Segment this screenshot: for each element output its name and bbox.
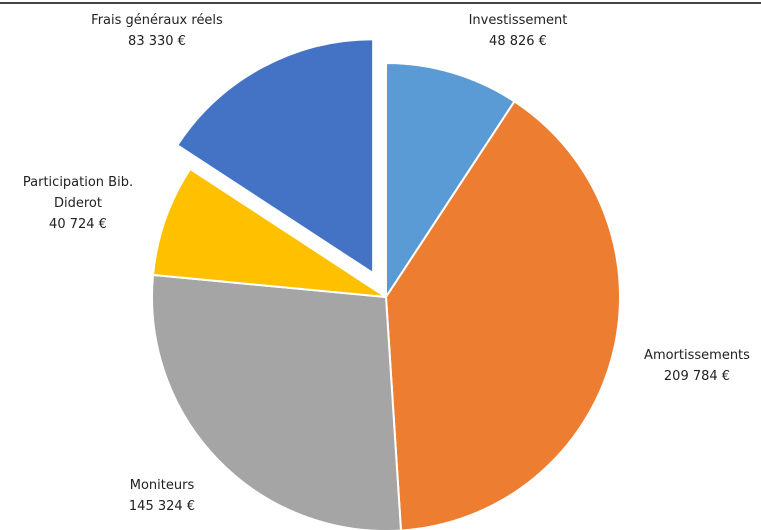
data-label: Moniteurs 145 324 € (82, 475, 242, 517)
label-value: 209 784 € (663, 369, 731, 384)
data-label: Frais généraux réels 83 330 € (67, 10, 247, 52)
label-category: Moniteurs (129, 478, 195, 493)
pie-slice (175, 38, 375, 276)
label-value: 40 724 € (49, 217, 107, 232)
pie-slice (384, 100, 621, 530)
label-value: 48 826 € (489, 34, 547, 49)
label-value: 145 324 € (128, 499, 196, 514)
label-category: Participation Bib. Diderot (22, 175, 134, 211)
pie-slice (151, 273, 402, 530)
label-category: Investissement (468, 13, 568, 28)
label-value: 83 330 € (128, 34, 186, 49)
pie-slice (385, 61, 516, 301)
label-category: Amortissements (644, 348, 750, 363)
data-label: Participation Bib. Diderot 40 724 € (8, 172, 148, 235)
label-category: Frais généraux réels (91, 13, 223, 28)
data-label: Amortissements 209 784 € (617, 345, 761, 387)
pie-slice (151, 167, 387, 298)
data-label: Investissement 48 826 € (438, 10, 598, 52)
